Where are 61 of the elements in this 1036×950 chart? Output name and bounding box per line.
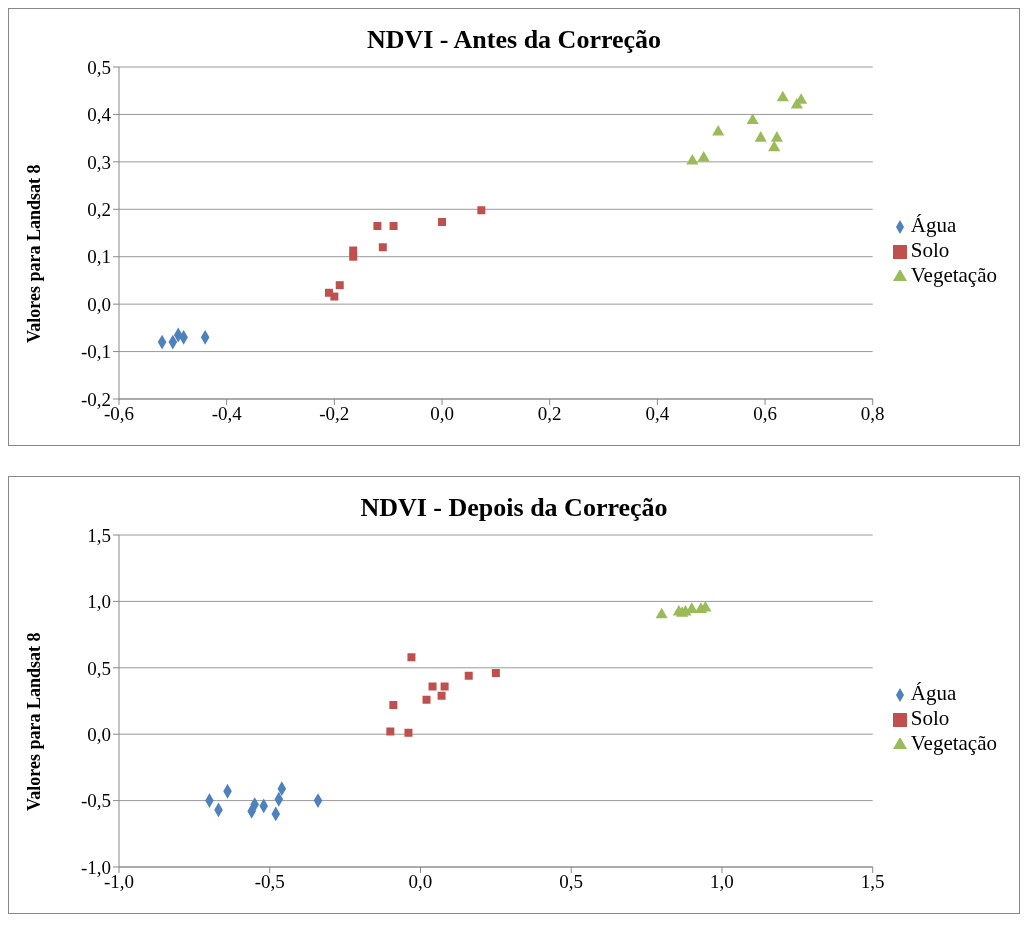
y-tick-label: 0,4: [87, 104, 112, 126]
point: [373, 221, 382, 230]
legend-label: Vegetação: [910, 262, 997, 287]
y-tick-label: 0,5: [87, 657, 111, 679]
point: [428, 682, 437, 691]
point: [386, 727, 395, 736]
point: [770, 131, 783, 142]
point: [440, 682, 449, 691]
point: [697, 151, 710, 162]
y-tick-label: 1,5: [87, 524, 111, 546]
point: [378, 243, 387, 252]
x-tick-label: 0,8: [860, 403, 885, 425]
point: [389, 700, 398, 709]
point: [335, 281, 344, 290]
point: [477, 206, 486, 215]
legend-label: Solo: [910, 237, 950, 262]
point: [768, 140, 781, 152]
x-tick-label: 0,4: [645, 403, 670, 425]
point: [349, 252, 358, 261]
x-tick-label: 0,2: [537, 403, 562, 425]
y-tick-label: 0,5: [87, 56, 111, 78]
point: [746, 113, 759, 125]
y-tick-label: 1,0: [87, 591, 111, 613]
x-tick-label: 0,5: [559, 871, 584, 893]
x-tick-label: 0,0: [430, 403, 454, 425]
point: [712, 124, 725, 136]
point: [404, 728, 413, 737]
y-tick-label: -0,5: [80, 790, 111, 812]
y-tick-label: 0,1: [87, 246, 111, 268]
point: [438, 218, 447, 227]
point: [464, 671, 473, 680]
y-tick-label: 0,2: [87, 199, 111, 221]
point: [491, 669, 500, 678]
y-axis-title: Valores para Landsat 8: [24, 632, 45, 811]
chart-title: NDVI - Antes da Correção: [365, 24, 663, 55]
y-tick-label: -0,1: [80, 341, 111, 363]
point: [754, 131, 767, 142]
x-tick-label: 0,6: [753, 403, 777, 425]
point: [437, 691, 446, 700]
point: [776, 90, 789, 102]
legend-label: Água: [910, 212, 957, 237]
x-tick-label: -0,4: [211, 403, 243, 425]
chart-title: NDVI - Depois da Correção: [359, 492, 669, 523]
x-tick-label: 1,0: [710, 871, 734, 893]
point: [686, 153, 699, 165]
y-tick-label: 0,3: [87, 151, 111, 173]
x-tick-label: -0,5: [254, 871, 285, 893]
point: [389, 221, 398, 230]
legend-label: Água: [910, 680, 957, 705]
y-tick-label: 0,0: [87, 293, 111, 315]
legend-label: Solo: [910, 705, 950, 730]
x-tick-label: -0,2: [319, 403, 350, 425]
legend-label: Vegetação: [910, 730, 997, 755]
x-tick-label: 1,5: [860, 871, 885, 893]
y-axis-title: Valores para Landsat 8: [24, 164, 45, 343]
y-tick-label: 0,0: [87, 723, 111, 745]
x-tick-label: 0,0: [408, 871, 433, 893]
point: [655, 607, 668, 619]
point: [422, 695, 431, 704]
point: [407, 653, 416, 662]
point: [330, 292, 339, 301]
